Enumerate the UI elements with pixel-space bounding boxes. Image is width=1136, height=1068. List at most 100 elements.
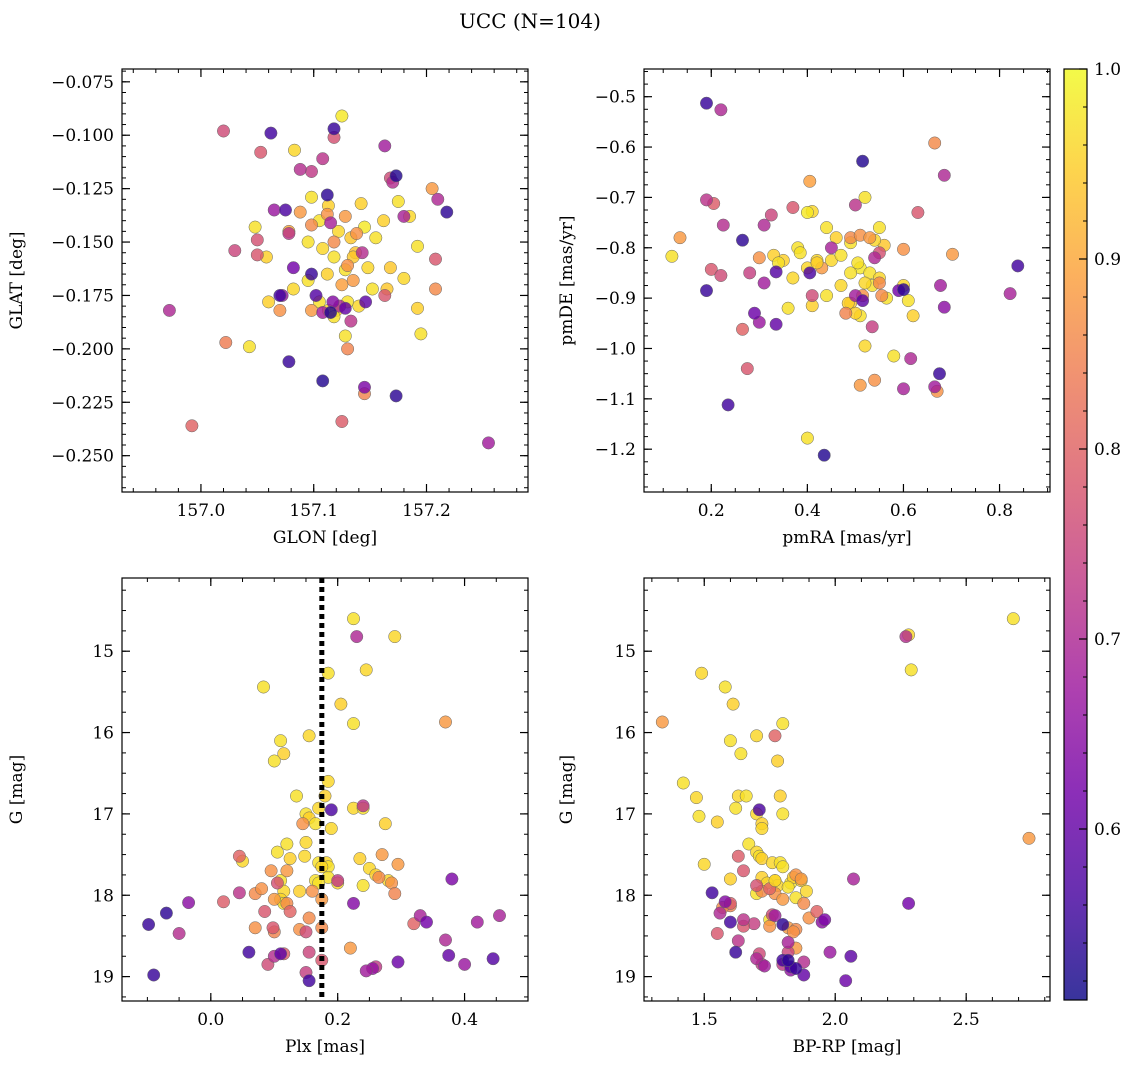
- panel-plx-g: 0.0 0.2 0.4 15 16 17 18 19 Plx [mas] G [mag]: [7, 577, 529, 1057]
- scatter-point: [689, 791, 703, 805]
- scatter-point: [887, 349, 901, 363]
- scatter-point: [748, 306, 761, 320]
- scatter-point: [692, 809, 706, 823]
- scatter-point: [327, 250, 341, 264]
- scatter-point: [293, 162, 307, 176]
- scatter-point: [274, 734, 288, 748]
- y-tick-label: −0.175: [51, 286, 114, 306]
- scatter-point: [470, 915, 484, 929]
- scatter-point: [676, 776, 690, 790]
- axes-frame: [121, 68, 529, 493]
- colorbar-gradient: [1064, 69, 1087, 1000]
- scatter-point: [718, 680, 732, 694]
- scatter-point: [902, 896, 916, 910]
- scatter-point: [729, 945, 743, 959]
- y-tick-label: 19: [92, 968, 114, 988]
- scatter-point: [305, 884, 319, 898]
- scatter-point: [389, 389, 403, 403]
- scatter-point: [359, 663, 373, 677]
- scatter-point: [321, 774, 335, 788]
- scatter-point: [264, 126, 278, 140]
- scatter-point: [731, 849, 745, 863]
- scatter-point: [731, 934, 745, 948]
- panel-bprp-g: 1.5 2.0 2.5 15 16 17 18 19 BP-RP [mag] G [mag]: [557, 577, 1051, 1057]
- x-axis-label: pmRA [mas/yr]: [782, 528, 911, 548]
- y-tick-label: 16: [92, 724, 114, 744]
- scatter-point: [347, 896, 360, 910]
- scatter-point: [283, 905, 297, 918]
- scatter-point: [820, 221, 834, 235]
- scatter-point: [897, 242, 910, 256]
- scatter-point: [358, 380, 371, 394]
- scatter-point: [305, 165, 318, 178]
- scatter-points: [142, 612, 506, 988]
- scatter-point: [331, 874, 345, 888]
- scatter-point: [834, 279, 848, 292]
- scatter-point: [773, 789, 787, 803]
- scatter-point: [695, 666, 709, 680]
- scatter-point: [768, 909, 782, 923]
- scatter-point: [316, 152, 330, 166]
- scatter-point: [904, 352, 918, 366]
- y-tick-label: −1.1: [595, 390, 636, 410]
- scatter-point: [817, 448, 831, 462]
- x-tick-label: 0.8: [986, 501, 1013, 521]
- scatter-point: [338, 329, 352, 343]
- scatter-point: [327, 235, 341, 249]
- scatter-point: [704, 262, 718, 276]
- scatter-point: [290, 789, 303, 803]
- scatter-point: [875, 289, 889, 303]
- y-axis-label: pmDE [mas/yr]: [557, 215, 577, 345]
- x-tick-label: 1.5: [691, 1010, 718, 1030]
- scatter-point: [397, 209, 411, 223]
- y-tick-label: −0.150: [51, 233, 114, 253]
- scatter-point: [365, 282, 379, 296]
- scatter-point: [389, 169, 403, 183]
- scatter-point: [713, 906, 727, 920]
- scatter-point: [324, 822, 338, 835]
- scatter-point: [305, 303, 318, 317]
- scatter-point: [823, 945, 837, 959]
- scatter-point: [856, 294, 870, 308]
- scatter-point: [726, 697, 740, 711]
- scatter-point: [1003, 287, 1017, 301]
- scatter-point: [723, 872, 737, 886]
- scatter-point: [911, 206, 925, 219]
- scatter-point: [273, 289, 287, 302]
- scatter-point: [288, 143, 301, 157]
- scatter-point: [388, 887, 402, 901]
- x-tick-label: 0.4: [451, 1010, 478, 1030]
- scatter-point: [359, 295, 373, 309]
- colorbar-tick-label: 0.9: [1094, 250, 1121, 270]
- scatter-point: [270, 876, 284, 890]
- scatter-point: [250, 233, 264, 247]
- scatter-point: [458, 957, 472, 971]
- scatter-point: [776, 860, 790, 874]
- scatter-point: [851, 256, 865, 270]
- scatter-point: [805, 289, 819, 303]
- scatter-point: [803, 174, 817, 188]
- scatter-point: [280, 864, 294, 878]
- x-axis-label: BP-RP [mag]: [793, 1037, 902, 1057]
- x-tick-label: 2.5: [953, 1010, 980, 1030]
- scatter-point: [710, 927, 724, 940]
- scatter-point: [429, 252, 442, 266]
- scatter-point: [865, 320, 879, 334]
- scatter-point: [273, 303, 287, 317]
- scatter-point: [298, 849, 312, 863]
- scatter-point: [299, 835, 313, 849]
- scatter-point: [375, 848, 389, 862]
- scatter-points: [655, 612, 1036, 988]
- y-tick-label: −0.125: [51, 180, 114, 200]
- scatter-point: [391, 955, 405, 969]
- scatter-point: [781, 880, 795, 894]
- figure-title: UCC (N=104): [459, 9, 601, 33]
- scatter-point: [743, 266, 757, 280]
- scatter-point: [736, 322, 749, 336]
- scatter-point: [354, 197, 368, 211]
- scatter-point: [347, 717, 360, 731]
- scatter-point: [305, 190, 318, 204]
- scatter-point: [858, 276, 872, 290]
- scatter-point: [425, 182, 439, 196]
- scatter-point: [794, 872, 808, 886]
